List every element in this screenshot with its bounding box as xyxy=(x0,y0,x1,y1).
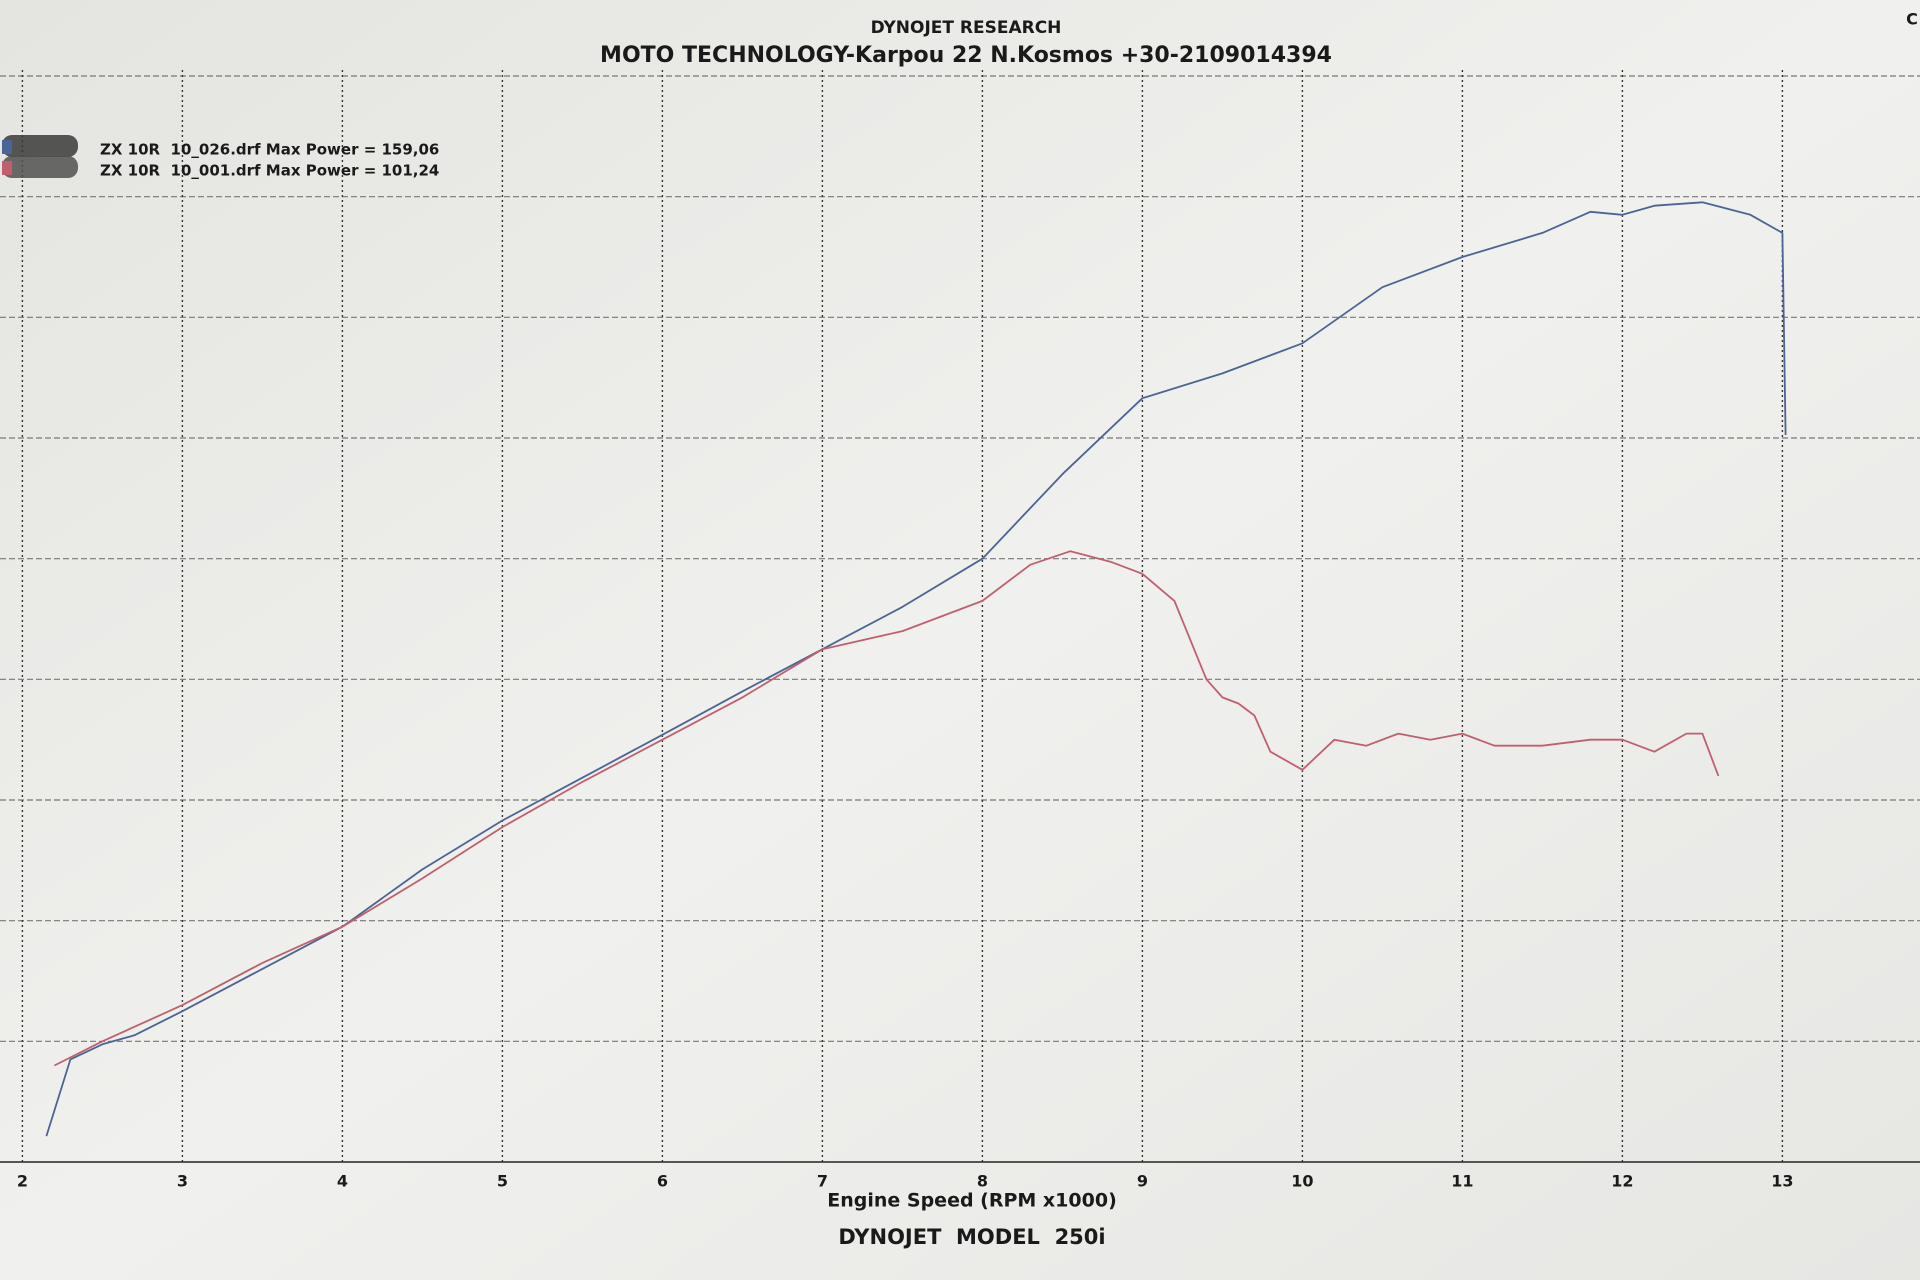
series-line xyxy=(45,201,1787,1137)
legend-swatch xyxy=(2,156,78,178)
legend-label: ZX 10R 10_026.drf Max Power = 159,06 xyxy=(100,141,439,159)
x-tick-label: 6 xyxy=(657,1172,668,1191)
footer: DYNOJET MODEL 250i xyxy=(838,1225,1105,1249)
chart-title: DYNOJET RESEARCH xyxy=(871,18,1062,38)
x-tick-label: 4 xyxy=(337,1172,348,1191)
chart-subtitle: MOTO TECHNOLOGY-Karpou 22 N.Kosmos +30-2… xyxy=(600,43,1332,68)
x-tick-label: 7 xyxy=(817,1172,828,1191)
corner-text: C xyxy=(1906,10,1918,29)
x-tick-label: 3 xyxy=(177,1172,188,1191)
x-tick-label: 8 xyxy=(977,1172,988,1191)
x-tick-label: 12 xyxy=(1611,1172,1633,1191)
legend-swatch xyxy=(2,135,78,157)
x-tick-label: 13 xyxy=(1771,1172,1793,1191)
x-tick-label: 11 xyxy=(1451,1172,1473,1191)
legend-label: ZX 10R 10_001.drf Max Power = 101,24 xyxy=(100,162,439,180)
legend-swatch-color xyxy=(2,140,12,154)
x-tick-label: 2 xyxy=(17,1172,28,1191)
series-line xyxy=(53,550,1720,1067)
legend: ZX 10R 10_026.drf Max Power = 159,06 ZX 1… xyxy=(2,135,439,180)
x-axis-label: Engine Speed (RPM x1000) xyxy=(827,1190,1117,1212)
x-tick-label: 9 xyxy=(1137,1172,1148,1191)
x-tick-label: 10 xyxy=(1291,1172,1313,1191)
x-tick-label: 5 xyxy=(497,1172,508,1191)
legend-swatch-color xyxy=(2,161,12,175)
